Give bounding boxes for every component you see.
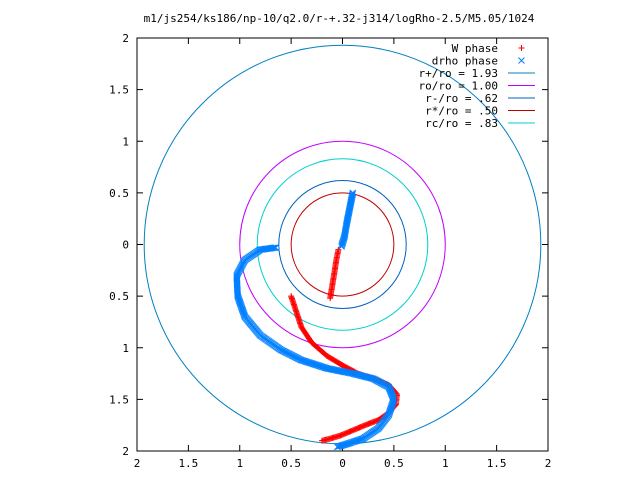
y-tick-label: 0.5 xyxy=(109,187,129,200)
circle-ro-ro-1-00 xyxy=(239,140,446,349)
trail-point xyxy=(338,242,346,249)
trail-point xyxy=(388,401,396,409)
trail-point xyxy=(386,406,394,414)
legend-label: drho phase xyxy=(432,55,498,68)
trail-point xyxy=(387,405,395,413)
legend-item: r*/ro = .50 xyxy=(425,105,535,118)
legend-swatch xyxy=(518,57,525,64)
y-tick-label: 2 xyxy=(122,445,129,458)
trail-point xyxy=(354,436,362,444)
x-tick-label: 1.5 xyxy=(178,457,198,470)
legend-item: rc/ro = .83 xyxy=(425,117,535,130)
legend-item: r-/ro = .62 xyxy=(425,92,535,105)
trail-point xyxy=(351,438,359,445)
trail-point xyxy=(386,409,393,416)
trail-point xyxy=(352,437,360,445)
data-point xyxy=(338,243,345,250)
circle-r-ro-62 xyxy=(278,179,407,310)
legend-item: ro/ro = 1.00 xyxy=(419,80,535,93)
trail-point xyxy=(258,246,265,253)
legend-label: ro/ro = 1.00 xyxy=(419,80,498,93)
data-point xyxy=(334,443,341,451)
trail-point xyxy=(350,438,357,446)
x-tick-label: 0 xyxy=(339,457,346,470)
series-drho-phase xyxy=(233,189,398,451)
x-tick-label: 1 xyxy=(442,457,449,470)
trail-point xyxy=(388,400,396,408)
legend-label: W phase xyxy=(452,42,498,55)
y-axis: 2 1.5 1 0.5 0 0.5 1 1.5 2 xyxy=(109,32,548,458)
legend-label: r*/ro = .50 xyxy=(425,105,498,118)
legend-swatch xyxy=(518,45,525,51)
legend-item: r+/ro = 1.93 xyxy=(419,67,535,80)
y-tick-label: 1 xyxy=(122,135,129,148)
legend-item: W phase xyxy=(452,42,525,55)
legend-label: r+/ro = 1.93 xyxy=(419,67,498,80)
x-tick-label: 1.5 xyxy=(487,457,507,470)
y-tick-label: 0 xyxy=(122,239,129,252)
legend-label: rc/ro = .83 xyxy=(425,117,498,130)
trail-point xyxy=(357,436,365,443)
y-tick-label: 1.5 xyxy=(109,84,129,97)
trail-point xyxy=(338,240,346,248)
x-axis: 2 1.5 1 0.5 0 0.5 1 1.5 2 xyxy=(134,38,552,470)
data-point xyxy=(318,437,325,444)
y-tick-label: 0.5 xyxy=(109,290,129,303)
chart-title: m1/js254/ks186/np-10/q2.0/r-+.32-j314/lo… xyxy=(144,12,535,25)
circle-r-ro-50 xyxy=(290,192,395,297)
trail-point xyxy=(336,442,343,450)
trail-point xyxy=(368,375,376,382)
trail-point xyxy=(388,403,395,410)
x-tick-label: 0.5 xyxy=(384,457,404,470)
trail-point xyxy=(335,443,342,450)
trail-point xyxy=(387,404,395,412)
data-point xyxy=(359,435,367,442)
trail-point xyxy=(386,407,394,415)
trail-point xyxy=(389,399,397,407)
y-tick-label: 2 xyxy=(122,32,129,45)
series-circles xyxy=(143,44,542,445)
circle-rc-ro-83 xyxy=(256,158,429,331)
legend-label: r-/ro = .62 xyxy=(425,92,498,105)
trail-point xyxy=(367,374,375,382)
trail-point xyxy=(353,437,361,444)
y-tick-label: 1 xyxy=(122,342,129,355)
trail-point xyxy=(356,436,363,444)
y-tick-label: 1.5 xyxy=(109,393,129,406)
series-points xyxy=(233,189,400,451)
data-point xyxy=(335,246,342,253)
trail-point xyxy=(240,311,248,318)
x-tick-label: 2 xyxy=(134,457,141,470)
x-tick-label: 1 xyxy=(236,457,243,470)
trail-point xyxy=(389,398,397,406)
trail-point xyxy=(358,435,366,443)
trail-point xyxy=(390,397,397,404)
trail-point xyxy=(347,439,355,446)
x-tick-label: 0.5 xyxy=(281,457,301,470)
trail-point xyxy=(241,312,248,319)
x-tick-label: 2 xyxy=(545,457,552,470)
legend-item: drho phase xyxy=(432,55,525,68)
trail-point xyxy=(349,438,356,446)
data-point xyxy=(390,396,398,403)
trail-point xyxy=(385,410,393,418)
